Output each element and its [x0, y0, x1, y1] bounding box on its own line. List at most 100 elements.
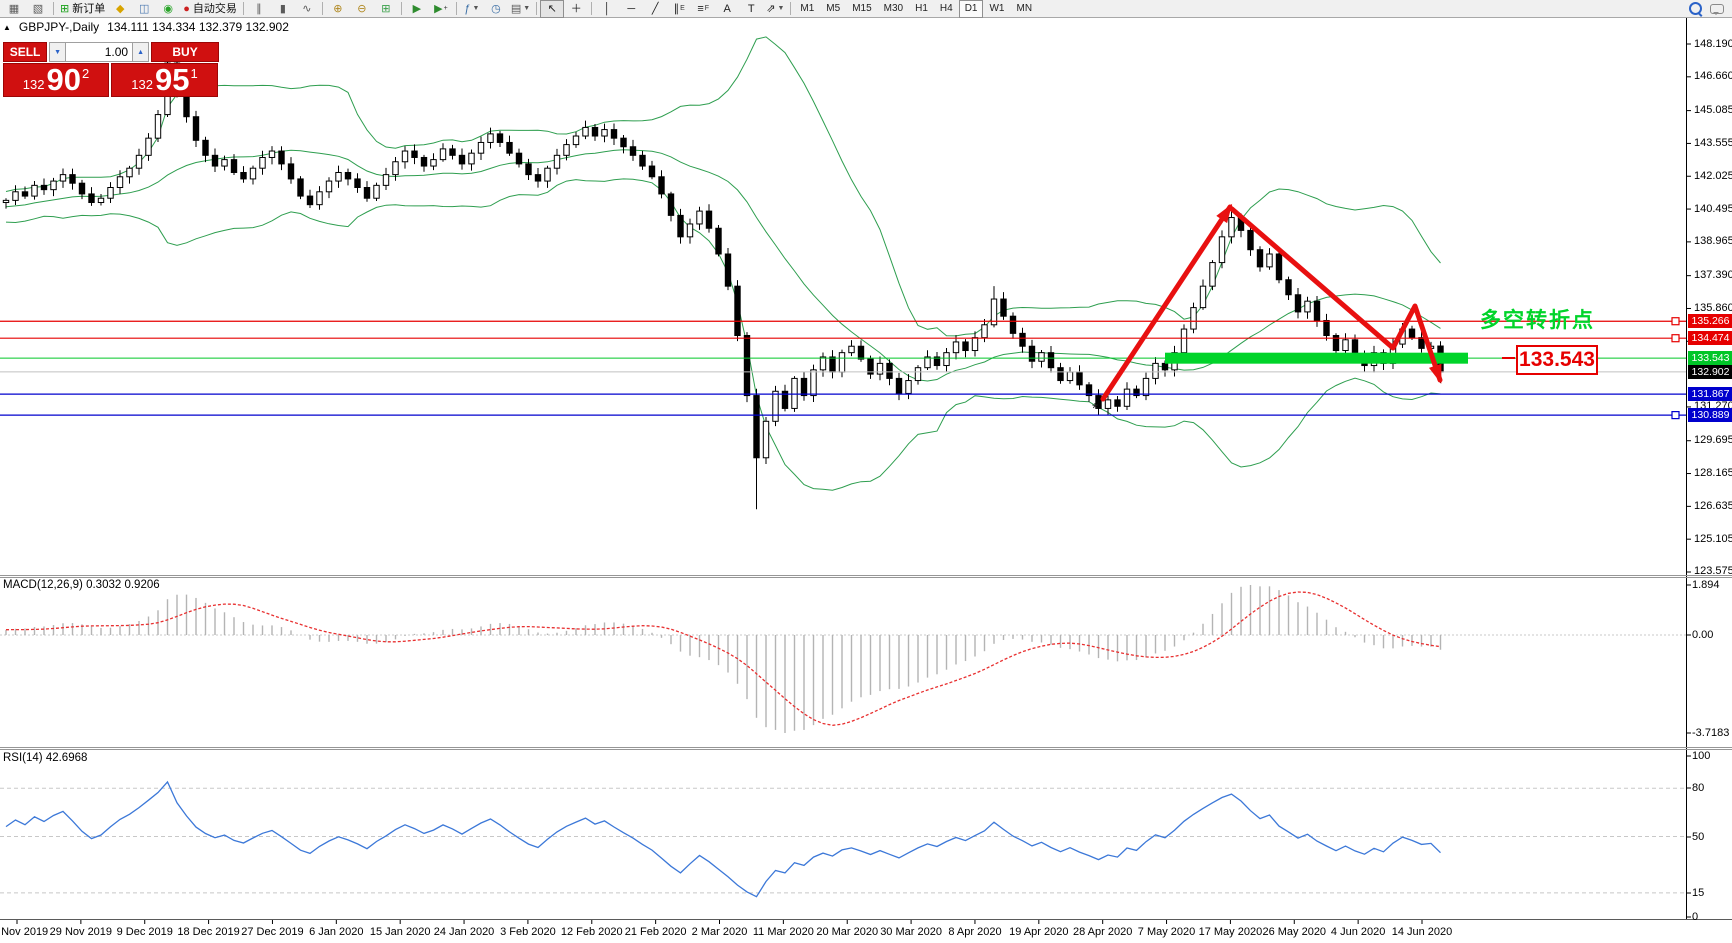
volume-input[interactable]: [66, 42, 133, 62]
search-icon[interactable]: [1689, 2, 1702, 15]
new-order-icon: ⊞: [60, 2, 70, 15]
timeframe-m30-button[interactable]: M30: [883, 3, 904, 14]
timeframe-h4-button[interactable]: H4: [939, 3, 953, 14]
timeframe-mn-button[interactable]: MN: [1016, 3, 1033, 14]
tile-windows-icon: ⊞: [381, 2, 391, 15]
auto-trading-label: 自动交易: [192, 2, 237, 15]
market-watch-button[interactable]: ◆: [108, 0, 132, 18]
chart-line-icon: ∿: [302, 2, 312, 15]
crosshair-button[interactable]: ＋: [564, 0, 588, 18]
volume-increase-button[interactable]: ▲: [132, 42, 150, 62]
arrows-button[interactable]: ⇗ ▼: [763, 0, 787, 18]
zoom-out-icon: ⊖: [357, 2, 367, 15]
zoom-in-icon: ⊕: [333, 2, 343, 15]
toolbar-right: [1689, 2, 1724, 15]
toolbar-separator: [536, 2, 538, 15]
cursor-button[interactable]: ↖: [540, 0, 565, 18]
timeframe-m15-button[interactable]: M15: [852, 3, 872, 14]
sell-button[interactable]: SELL: [3, 42, 48, 62]
fibonacci-button[interactable]: ≡ F: [691, 0, 715, 18]
toolbar-separator: [53, 2, 54, 15]
text-button[interactable]: A: [715, 0, 739, 18]
timeframe-h1-button[interactable]: H1: [915, 3, 928, 14]
new-chart-icon: ▦: [8, 2, 20, 15]
text-icon: A: [723, 2, 731, 15]
strategy-test-play-icon: ▶: [412, 2, 422, 15]
timeframe-m5-button[interactable]: M5: [826, 3, 841, 14]
auto-trading-icon: ●: [183, 2, 190, 15]
chat-icon[interactable]: [1710, 3, 1724, 15]
trendline-icon: ╱: [651, 2, 659, 15]
rsi-pane[interactable]: [0, 780, 1686, 898]
zoom-out-button[interactable]: ⊖: [350, 0, 374, 18]
data-window-button[interactable]: ◫: [132, 0, 156, 18]
new-chart-button[interactable]: ▦: [2, 0, 26, 18]
ask-price-panel[interactable]: 132 95 1: [111, 63, 218, 97]
chart-bars-icon: ∥: [256, 2, 262, 15]
one-click-trading-panel: SELL ▼ ▲ BUY 132 90 2 132 95 1: [3, 42, 219, 97]
price-axis[interactable]: [0, 18, 1732, 924]
trend-arrows[interactable]: [1100, 203, 1443, 402]
ask-price-integer: 132: [131, 77, 153, 92]
vertical-line-button[interactable]: │: [595, 0, 619, 18]
add-indicator-button[interactable]: ƒ ▼: [460, 0, 484, 18]
add-indicator-icon: ƒ: [464, 2, 471, 15]
timeframe-w1-button[interactable]: W1: [989, 3, 1005, 14]
chart-header: ▲ GBPJPY-,Daily 134.111 134.334 132.379 …: [3, 20, 289, 34]
strategy-test-step-sub-label: +: [443, 4, 448, 12]
symbol-marker-icon: ▲: [3, 22, 11, 32]
toolbar-separator: [455, 2, 457, 15]
symbol-title: GBPJPY-,Daily: [18, 20, 100, 34]
chart-candles-button[interactable]: ▮: [271, 0, 295, 18]
chart-profiles-button[interactable]: ▧: [26, 0, 50, 18]
chart-bars-button[interactable]: ∥: [247, 0, 271, 18]
add-indicator-dropdown-icon[interactable]: ▼: [472, 4, 480, 12]
macd-pane[interactable]: [0, 585, 1686, 733]
templates-icon: ▤: [510, 2, 522, 15]
bid-price-integer: 132: [22, 77, 45, 92]
bid-price-panel[interactable]: 132 90 2: [3, 63, 109, 97]
templates-button[interactable]: ▤ ▼: [508, 0, 533, 18]
arrows-dropdown-icon[interactable]: ▼: [777, 4, 785, 12]
signals-icon: ◉: [163, 2, 174, 15]
text-label-button[interactable]: T: [739, 0, 763, 18]
trendline-button[interactable]: ╱: [643, 0, 667, 18]
new-order-button[interactable]: ⊞ 新订单: [57, 0, 108, 18]
market-watch-icon: ◆: [115, 2, 125, 15]
horizontal-level-lines[interactable]: [0, 317, 1686, 420]
trade-prices-row: 132 90 2 132 95 1: [3, 63, 219, 97]
horizontal-line-button[interactable]: ─: [619, 0, 643, 18]
fibonacci-sub-label: F: [704, 4, 710, 12]
strategy-test-step-button[interactable]: ▶ +: [429, 0, 453, 18]
ask-price-pips: 95: [154, 62, 190, 97]
templates-dropdown-icon[interactable]: ▼: [523, 4, 531, 12]
strategy-test-play-button[interactable]: ▶: [405, 0, 429, 18]
toolbar-separator: [400, 2, 402, 15]
trade-controls-row: SELL ▼ ▲ BUY: [3, 42, 219, 62]
toolbar-separator: [321, 2, 323, 15]
bid-price-pips: 90: [46, 62, 81, 97]
symbol-ohlc: 134.111 134.334 132.379 132.902: [107, 20, 289, 34]
arrows-icon: ⇗: [766, 2, 776, 15]
chart-line-button[interactable]: ∿: [295, 0, 319, 18]
timeframe-d1-button[interactable]: D1: [958, 0, 984, 18]
signals-button[interactable]: ◉: [156, 0, 180, 18]
chart-profiles-icon: ▧: [32, 2, 44, 15]
chart-candles-icon: ▮: [279, 2, 286, 15]
text-label-icon: T: [747, 2, 755, 15]
cursor-icon: ↖: [547, 2, 557, 15]
buy-button[interactable]: BUY: [151, 42, 219, 62]
tile-windows-button[interactable]: ⊞: [374, 0, 398, 18]
equidistant-channel-sub-label: E: [680, 4, 685, 12]
zoom-in-button[interactable]: ⊕: [326, 0, 350, 18]
strategy-test-step-icon: ▶: [434, 2, 443, 15]
auto-trading-button[interactable]: ● 自动交易: [180, 0, 240, 18]
volume-decrease-button[interactable]: ▼: [49, 42, 67, 62]
equidistant-channel-button[interactable]: ∥ E: [667, 0, 691, 18]
support-zone-bar[interactable]: [1165, 352, 1468, 364]
time-periods-button[interactable]: ◷: [484, 0, 508, 18]
equidistant-channel-icon: ∥: [673, 2, 680, 15]
timeframe-m1-button[interactable]: M1: [800, 3, 815, 14]
